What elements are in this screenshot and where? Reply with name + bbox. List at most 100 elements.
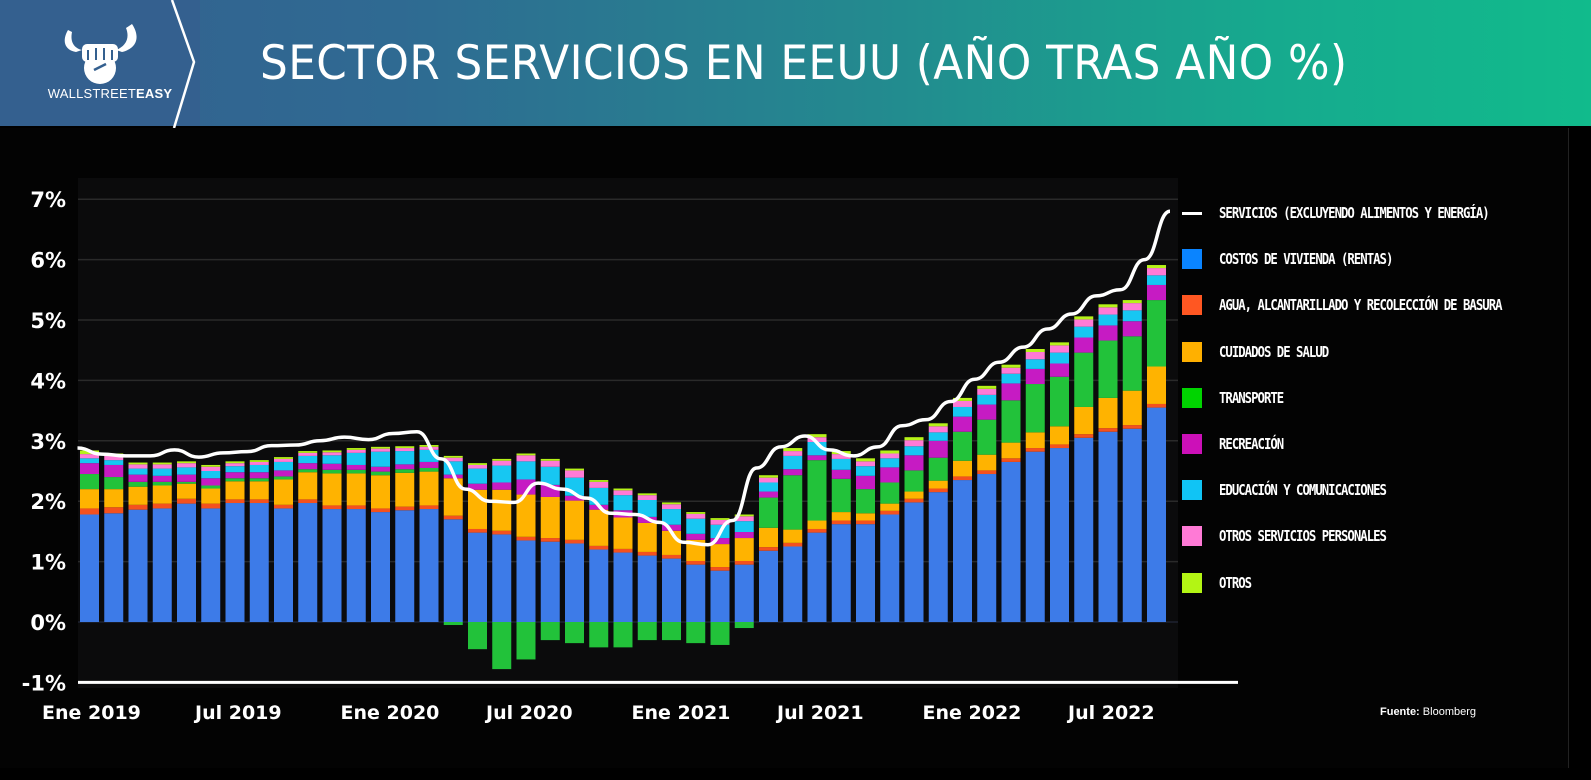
bar-segment-transporte bbox=[371, 471, 390, 476]
bar-segment-costos-de-vivienda-rentas bbox=[516, 540, 536, 622]
bar-segment-cuidados-de-salud bbox=[977, 454, 997, 471]
bar-segment-recreacion bbox=[953, 416, 972, 432]
bar-segment-educacion-y-comunicaciones bbox=[759, 482, 778, 492]
bar-segment-costos-de-vivienda-rentas bbox=[346, 509, 366, 622]
legend-label: Recreación bbox=[1219, 435, 1284, 453]
legend-item: Transporte bbox=[1182, 385, 1297, 411]
bar-segment-cuidados-de-salud bbox=[1098, 397, 1118, 429]
bar-segment-cuidados-de-salud bbox=[928, 480, 948, 489]
bar-segment-otros-servicios-personales bbox=[128, 464, 148, 469]
bar-segment-transporte bbox=[1074, 352, 1094, 407]
bar-segment-otros-servicios-personales bbox=[346, 449, 366, 453]
bar-segment-otros bbox=[565, 468, 584, 471]
bar-segment-transporte bbox=[225, 478, 245, 482]
header-banner: WALLSTREETEASY SECTOR SERVICIOS EN EEUU … bbox=[0, 0, 1591, 128]
bar-segment-recreacion bbox=[977, 404, 997, 420]
bar-segment-costos-de-vivienda-rentas bbox=[128, 509, 148, 622]
bar-segment-educacion-y-comunicaciones bbox=[662, 509, 681, 525]
bar-segment-transporte bbox=[1025, 384, 1045, 433]
bar-segment-educacion-y-comunicaciones bbox=[904, 446, 924, 456]
bar-segment-otros bbox=[904, 437, 924, 441]
bar-segment-agua-alcantarillado-y-recoleccion-de-basura bbox=[1001, 458, 1021, 462]
bar-segment-otros-servicios-personales bbox=[177, 463, 196, 468]
bar-segment-recreacion bbox=[80, 463, 99, 475]
bar-segment-educacion-y-comunicaciones bbox=[1025, 359, 1045, 369]
bar-segment-cuidados-de-salud bbox=[1074, 406, 1094, 435]
bar-segment-cuidados-de-salud bbox=[152, 485, 172, 504]
bar-segment-cuidados-de-salud bbox=[346, 473, 366, 506]
bar-segment-cuidados-de-salud bbox=[419, 471, 439, 506]
bar-segment-recreacion bbox=[1074, 337, 1094, 353]
bar-segment-agua-alcantarillado-y-recoleccion-de-basura bbox=[152, 503, 172, 509]
bar-segment-transporte bbox=[565, 622, 584, 644]
bar-segment-transporte bbox=[540, 622, 560, 641]
bar-stack bbox=[80, 450, 99, 622]
bar-segment-costos-de-vivienda-rentas bbox=[468, 532, 487, 622]
bar-segment-cuidados-de-salud bbox=[298, 472, 318, 500]
bar-segment-agua-alcantarillado-y-recoleccion-de-basura bbox=[274, 504, 293, 509]
bar-segment-costos-de-vivienda-rentas bbox=[371, 512, 390, 622]
bar-stack bbox=[492, 458, 512, 670]
bar-segment-cuidados-de-salud bbox=[322, 473, 342, 506]
bar-segment-transporte bbox=[953, 431, 972, 461]
bar-segment-educacion-y-comunicaciones bbox=[613, 495, 633, 511]
bar-segment-transporte bbox=[662, 622, 681, 641]
bar-segment-otros-servicios-personales bbox=[1074, 319, 1094, 327]
bar-segment-costos-de-vivienda-rentas bbox=[953, 480, 972, 622]
bar-segment-recreacion bbox=[249, 472, 269, 479]
bar-stack bbox=[1074, 316, 1094, 622]
bar-segment-agua-alcantarillado-y-recoleccion-de-basura bbox=[1074, 434, 1094, 438]
bar-segment-otros-servicios-personales bbox=[80, 454, 99, 459]
bar-segment-recreacion bbox=[128, 474, 148, 482]
bar-segment-cuidados-de-salud bbox=[492, 489, 512, 531]
bar-stack bbox=[977, 385, 997, 622]
bar-segment-transporte bbox=[516, 622, 536, 660]
legend-item: Educación y comunicaciones bbox=[1182, 477, 1423, 503]
bull-fist-logo-icon bbox=[64, 24, 137, 84]
bar-segment-agua-alcantarillado-y-recoleccion-de-basura bbox=[128, 504, 148, 510]
bar-segment-transporte bbox=[977, 419, 997, 455]
legend-item: Cuidados de salud bbox=[1182, 339, 1352, 365]
bar-segment-agua-alcantarillado-y-recoleccion-de-basura bbox=[468, 528, 487, 533]
bar-segment-costos-de-vivienda-rentas bbox=[856, 524, 875, 622]
bar-segment-cuidados-de-salud bbox=[177, 483, 196, 499]
bar-segment-educacion-y-comunicaciones bbox=[274, 461, 293, 471]
bar-segment-transporte bbox=[589, 622, 609, 648]
legend-swatch-icon bbox=[1182, 572, 1202, 593]
bar-segment-costos-de-vivienda-rentas bbox=[904, 502, 924, 622]
bar-segment-otros-servicios-personales bbox=[856, 461, 875, 467]
bar-segment-otros bbox=[686, 512, 706, 514]
bar-segment-otros bbox=[128, 462, 148, 465]
bar-stack bbox=[201, 464, 221, 622]
bar-segment-otros-servicios-personales bbox=[565, 470, 584, 478]
bar-segment-recreacion bbox=[152, 475, 172, 482]
bar-segment-recreacion bbox=[1001, 383, 1021, 401]
bar-segment-recreacion bbox=[346, 464, 366, 470]
bar-segment-otros-servicios-personales bbox=[662, 504, 681, 510]
bar-segment-cuidados-de-salud bbox=[904, 491, 924, 499]
y-tick-label: -1% bbox=[22, 671, 66, 695]
bar-segment-costos-de-vivienda-rentas bbox=[80, 514, 99, 622]
bar-stack bbox=[1147, 265, 1166, 622]
legend-swatch-icon bbox=[1182, 387, 1202, 408]
legend-item: Otros servicios personales bbox=[1182, 523, 1423, 549]
bar-segment-agua-alcantarillado-y-recoleccion-de-basura bbox=[1098, 428, 1118, 432]
bar-segment-otros bbox=[274, 457, 293, 459]
legend-swatch-icon bbox=[1182, 526, 1202, 547]
bar-segment-costos-de-vivienda-rentas bbox=[443, 519, 463, 622]
bar-segment-transporte bbox=[807, 460, 827, 521]
bar-segment-cuidados-de-salud bbox=[759, 527, 778, 548]
bar-segment-otros-servicios-personales bbox=[443, 457, 463, 462]
bar-segment-recreacion bbox=[468, 483, 487, 490]
bar-segment-agua-alcantarillado-y-recoleccion-de-basura bbox=[492, 530, 512, 535]
bar-segment-costos-de-vivienda-rentas bbox=[880, 514, 900, 622]
bar-segment-transporte bbox=[783, 475, 803, 530]
bar-segment-agua-alcantarillado-y-recoleccion-de-basura bbox=[225, 499, 245, 504]
bar-segment-otros bbox=[1074, 316, 1094, 320]
series-line-servicios bbox=[77, 209, 1171, 547]
bar-segment-transporte bbox=[395, 469, 415, 473]
bar-segment-transporte bbox=[1098, 340, 1118, 398]
bar-segment-transporte bbox=[298, 469, 318, 473]
bar-segment-otros bbox=[637, 493, 657, 496]
bar-segment-agua-alcantarillado-y-recoleccion-de-basura bbox=[1147, 403, 1166, 408]
